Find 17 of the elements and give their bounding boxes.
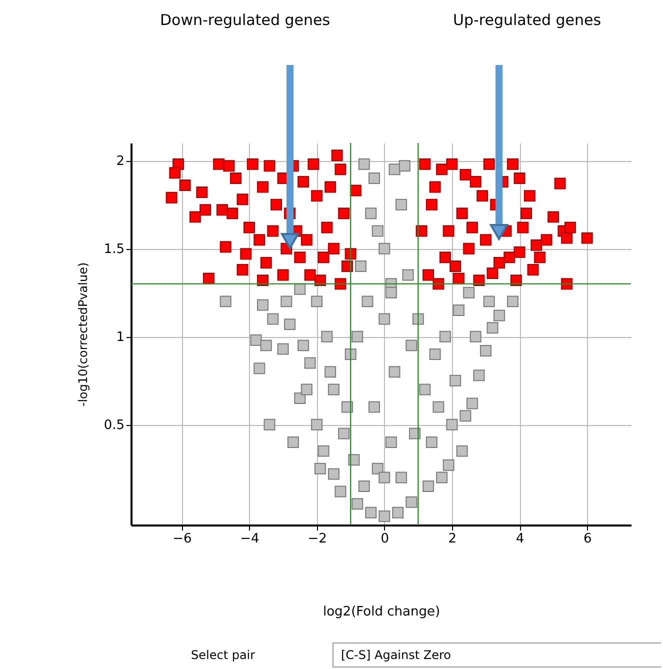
text: Down-regulated genes — [160, 11, 330, 29]
y-tick-label: 1 — [116, 330, 124, 346]
x-tick-label: −6 — [172, 532, 192, 546]
x-tick-label: −4 — [240, 532, 260, 546]
text: Up-regulated genes — [452, 11, 602, 29]
y-axis-title: -log10(correctedPvalue) — [76, 262, 90, 407]
x-axis-title: log2(Fold change) — [322, 604, 440, 620]
x-tick-label: 6 — [583, 532, 592, 546]
y-tick-label: 2 — [116, 154, 124, 170]
text: [C-S] Against Zero — [341, 648, 452, 662]
x-tick-label: 2 — [448, 532, 457, 546]
text: Select pair — [191, 648, 256, 662]
x-tick-label: 4 — [516, 532, 524, 546]
y-tick-label: 0.5 — [104, 418, 124, 434]
y-tick-label: 1.5 — [104, 242, 124, 258]
x-tick-label: −2 — [308, 532, 327, 546]
x-tick-label: 0 — [380, 532, 390, 546]
